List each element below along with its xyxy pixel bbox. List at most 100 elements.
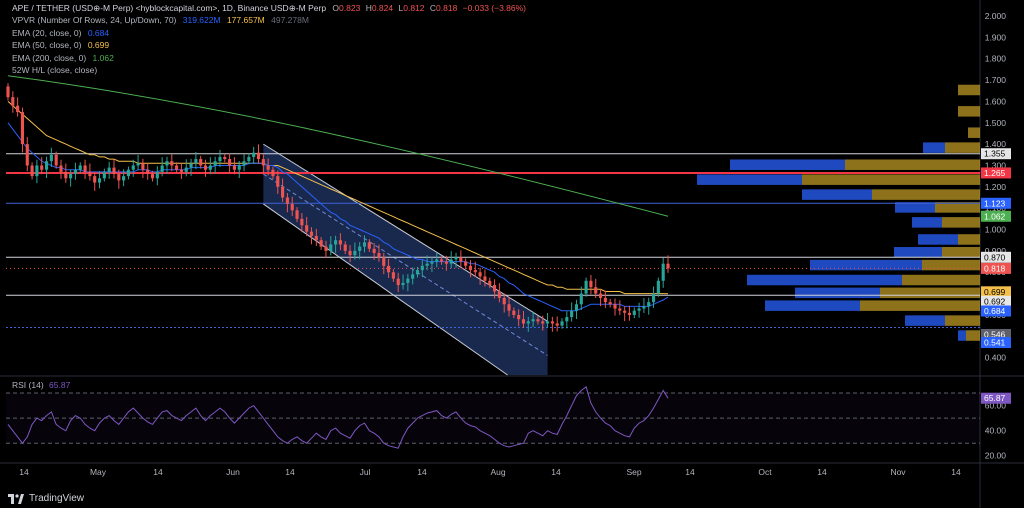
vp-up-bar [810,259,922,271]
price-tag [981,148,1011,160]
time-axis[interactable]: 14 May 14 Jun 14 Jul 14 Aug 14 Sep 14 Oct 14 Nov 14 [19,467,961,477]
candle-body [112,167,116,175]
candle-body [54,154,58,166]
candle-body [348,250,352,256]
tradingview-icon [8,493,24,504]
rsi-tick-label: 60.00 [985,401,1007,411]
vp-down-bar [872,189,980,200]
candle-body [295,210,299,219]
time-tick-label: May [90,467,107,477]
candle-body [401,282,405,286]
candle-body [584,280,588,294]
vp-down-bar [935,202,980,213]
candle-body [642,306,646,309]
candle-body [78,165,82,170]
candle-body [309,231,314,236]
time-tick-label: 14 [685,467,695,477]
candle-body [488,280,492,286]
rsi-pane: 60.00 40.00 20.00 65.87 [6,385,1011,461]
candle-body [502,297,506,305]
candle-body [598,293,603,298]
candle-body [11,97,15,106]
candle-body [531,319,535,322]
price-tick-label: 1.900 [985,32,1007,42]
candle-body [430,261,434,264]
candle-body [454,257,458,260]
candle-body [358,246,362,251]
vpvr-down-value: 177.657M [226,15,265,26]
price-tag [981,210,1011,222]
price-tick-label: 2.000 [985,11,1007,21]
price-tag-label: 1.123 [984,198,1006,208]
candle-body [391,272,395,279]
time-tick-label: Jul [360,467,371,477]
vpvr-up-value: 319.622M [182,15,221,26]
ema200-row[interactable]: EMA (200, close, 0) 1.062 [12,52,526,64]
price-tick-label: 0.400 [985,353,1007,363]
time-tick-label: 14 [153,467,163,477]
candle-body [232,165,236,170]
candle-body [285,197,289,204]
candle-body [382,257,386,266]
price-tag-label: 0.546 [984,329,1006,339]
candle-body [444,261,448,264]
legend-title-row: APE / TETHER (USD⊕-M Perp) <hyblockcapit… [12,2,526,14]
ema20-row[interactable]: EMA (20, close, 0) 0.684 [12,27,526,39]
candle-body [30,165,34,177]
price-tag [981,305,1011,317]
vp-up-bar [894,247,942,258]
channel-lower-line [263,203,508,376]
rsi-line [7,385,669,449]
close-value: 0.818 [436,3,458,13]
price-tag-label: 0.818 [984,263,1006,273]
candle-body [218,156,222,162]
candle-body [632,310,636,315]
candle-body [512,310,516,315]
candle-body [613,304,617,309]
ema20-label: EMA (20, close, 0) [12,27,82,38]
candle-body [521,319,526,324]
candle-body [281,186,285,198]
candle-body [420,265,424,271]
horizontal-levels [6,153,980,329]
candle-body [131,165,135,170]
ema50-value: 0.699 [87,40,110,51]
price-tag-label: 1.062 [984,211,1006,221]
hl52-row[interactable]: 52W H/L (close, close) [12,64,526,76]
tradingview-logo[interactable]: TradingView [8,493,84,504]
volume-profile [697,84,980,341]
rsi-legend[interactable]: RSI (14) 65.87 [12,380,70,390]
candle-body [396,278,400,286]
candle-body [64,171,68,179]
candle-body [656,280,660,294]
candle-body [579,293,583,305]
candle-body [247,156,251,162]
vpvr-row[interactable]: VPVR (Number Of Rows, 24, Up/Down, 70) 3… [12,14,526,26]
symbol-title[interactable]: APE / TETHER (USD⊕-M Perp) <hyblockcapit… [12,3,327,13]
candle-body [252,152,256,157]
candle-body [618,308,622,311]
candle-body [334,240,338,245]
candle-body [242,161,246,166]
candle-body [565,317,569,322]
vpvr-total-value: 497.278M [271,15,309,26]
candle-body [468,265,473,271]
ema200-label: EMA (200, close, 0) [12,52,87,63]
open-value: 0.823 [339,3,361,13]
candle-body [25,144,29,166]
candle-body [406,278,410,283]
price-tag-label: 0.870 [984,252,1006,262]
candle-body [483,276,487,281]
candle-body [20,112,25,145]
ema50-row[interactable]: EMA (50, close, 0) 0.699 [12,39,526,51]
candle-body [362,242,367,247]
candle-body [411,274,415,279]
vp-down-bar [942,217,980,228]
price-tick-label: 1.300 [985,160,1007,170]
low-label: L [398,3,404,13]
price-axis[interactable]: 2.000 1.900 1.800 1.700 1.600 1.500 1.400 1.300… [981,11,1011,363]
price-tag [981,286,1011,298]
rsi-label: RSI (14) [12,380,44,390]
